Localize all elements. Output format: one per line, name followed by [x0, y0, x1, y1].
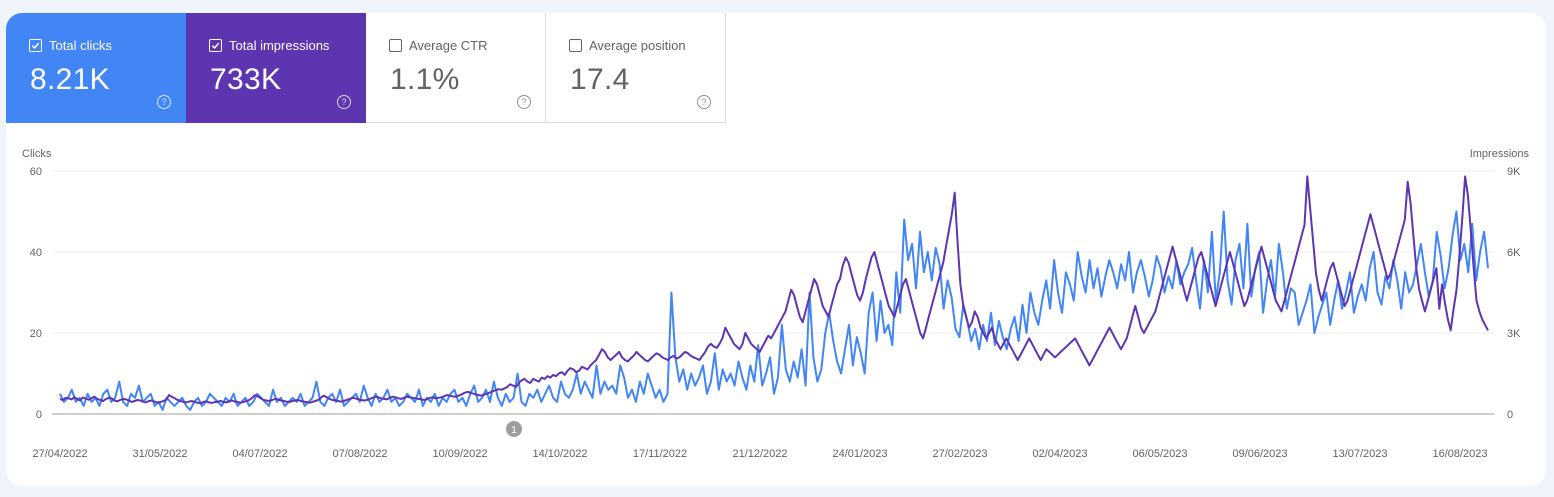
performance-chart[interactable]: 0 20 40 60 0 3K 6K 9K 27/04/2022 31/05/2022 04/07/…	[6, 13, 1546, 486]
x-tick-label: 31/05/2022	[132, 448, 187, 460]
metric-total-impressions[interactable]: Total impressions 733K ?	[186, 13, 366, 123]
help-icon[interactable]: ?	[337, 95, 351, 109]
metric-value: 8.21K	[30, 63, 110, 96]
y-right-tick-label: 6K	[1507, 247, 1521, 259]
x-tick-label: 07/08/2022	[332, 448, 387, 460]
right-axis-title: Impressions	[1469, 148, 1529, 160]
checkbox-unchecked-icon[interactable]	[389, 39, 402, 52]
series-line-clicks	[59, 210, 1489, 411]
x-tick-label: 27/02/2023	[932, 448, 987, 460]
y-left-tick-label: 20	[30, 328, 42, 340]
x-tick-label: 04/07/2022	[232, 448, 287, 460]
x-tick-label: 14/10/2022	[532, 448, 587, 460]
metric-value: 17.4	[570, 63, 630, 96]
checkbox-checked-icon[interactable]	[209, 39, 222, 52]
series-line-impressions	[59, 175, 1489, 405]
x-tick-label: 21/12/2022	[732, 448, 787, 460]
x-tick-label: 02/04/2023	[1032, 448, 1087, 460]
x-tick-label: 17/11/2022	[633, 448, 687, 460]
x-tick-label: 06/05/2023	[1132, 448, 1187, 460]
y-right-tick-label: 0	[1507, 409, 1513, 421]
x-tick-label: 09/06/2023	[1232, 448, 1287, 460]
y-left-tick-label: 0	[36, 409, 42, 421]
performance-card: Total clicks 8.21K ? Total impressions 7…	[6, 13, 1546, 486]
metric-label: Average CTR	[409, 38, 488, 53]
x-tick-label: 13/07/2023	[1332, 448, 1387, 460]
y-right-tick-label: 3K	[1507, 328, 1521, 340]
y-right-tick-label: 9K	[1507, 166, 1521, 178]
y-left-tick-label: 60	[30, 166, 42, 178]
checkbox-checked-icon[interactable]	[29, 39, 42, 52]
x-tick-label: 24/01/2023	[832, 448, 887, 460]
left-axis-title: Clicks	[22, 148, 52, 160]
annotation-label: 1	[511, 425, 517, 436]
metric-label: Average position	[589, 38, 686, 53]
metric-tabs: Total clicks 8.21K ? Total impressions 7…	[6, 13, 726, 123]
help-icon[interactable]: ?	[157, 95, 171, 109]
x-tick-label: 10/09/2022	[432, 448, 487, 460]
metric-value: 1.1%	[390, 63, 460, 96]
metric-label: Total clicks	[49, 38, 112, 53]
metric-label: Total impressions	[229, 38, 330, 53]
metric-average-position[interactable]: Average position 17.4 ?	[546, 13, 726, 123]
y-left-tick-label: 40	[30, 247, 42, 259]
metric-average-ctr[interactable]: Average CTR 1.1% ?	[366, 13, 546, 123]
metric-value: 733K	[210, 63, 282, 96]
metric-total-clicks[interactable]: Total clicks 8.21K ?	[6, 13, 186, 123]
help-icon[interactable]: ?	[697, 95, 711, 109]
x-tick-label: 27/04/2022	[32, 448, 87, 460]
annotation-marker	[506, 421, 522, 437]
x-tick-label: 16/08/2023	[1432, 448, 1487, 460]
help-icon[interactable]: ?	[517, 95, 531, 109]
checkbox-unchecked-icon[interactable]	[569, 39, 582, 52]
